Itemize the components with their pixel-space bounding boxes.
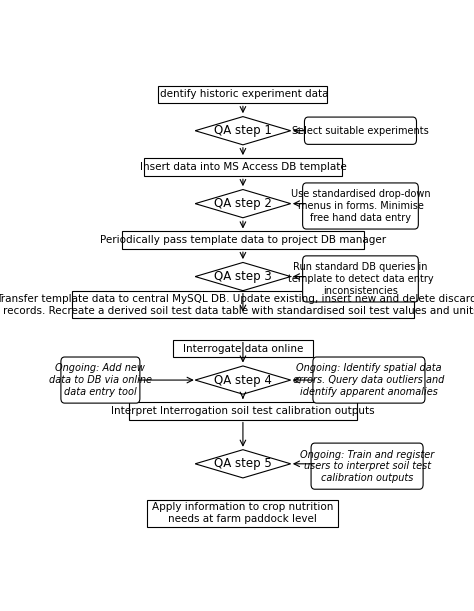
Polygon shape xyxy=(195,189,291,218)
Text: Select suitable experiments: Select suitable experiments xyxy=(292,126,429,136)
Polygon shape xyxy=(195,263,291,291)
FancyBboxPatch shape xyxy=(72,291,414,318)
FancyBboxPatch shape xyxy=(313,357,425,403)
Text: QA step 1: QA step 1 xyxy=(214,124,272,137)
Text: Ongoing: Train and register
users to interpret soil test
calibration outputs: Ongoing: Train and register users to int… xyxy=(300,450,434,483)
Text: QA step 4: QA step 4 xyxy=(214,373,272,387)
Text: Apply information to crop nutrition
needs at farm paddock level: Apply information to crop nutrition need… xyxy=(152,502,334,524)
Text: QA step 2: QA step 2 xyxy=(214,197,272,210)
Text: Ongoing: Add new
data to DB via online
data entry tool: Ongoing: Add new data to DB via online d… xyxy=(49,364,152,397)
Polygon shape xyxy=(195,366,291,394)
Text: Insert data into MS Access DB template: Insert data into MS Access DB template xyxy=(139,163,346,172)
Text: QA step 5: QA step 5 xyxy=(214,457,272,470)
Polygon shape xyxy=(195,450,291,478)
Text: Periodically pass template data to project DB manager: Periodically pass template data to proje… xyxy=(100,235,386,246)
Text: Ongoing: Identify spatial data
errors. Query data outliers and
identify apparent: Ongoing: Identify spatial data errors. Q… xyxy=(293,364,445,397)
FancyBboxPatch shape xyxy=(311,443,423,489)
Text: Identify historic experiment data: Identify historic experiment data xyxy=(157,89,328,100)
FancyBboxPatch shape xyxy=(304,117,417,144)
FancyBboxPatch shape xyxy=(122,232,364,249)
FancyBboxPatch shape xyxy=(147,500,338,527)
Polygon shape xyxy=(195,117,291,145)
Text: Interrogate data online: Interrogate data online xyxy=(183,343,303,354)
FancyBboxPatch shape xyxy=(173,340,313,357)
FancyBboxPatch shape xyxy=(129,401,357,420)
Text: QA step 3: QA step 3 xyxy=(214,270,272,283)
Text: Use standardised drop-down
menus in forms. Minimise
free hand data entry: Use standardised drop-down menus in form… xyxy=(291,189,430,222)
FancyBboxPatch shape xyxy=(302,183,419,229)
Text: Interpret Interrogation soil test calibration outputs: Interpret Interrogation soil test calibr… xyxy=(111,406,375,415)
FancyBboxPatch shape xyxy=(158,86,328,103)
Text: Run standard DB queries in
template to detect data entry
inconsistencies: Run standard DB queries in template to d… xyxy=(288,262,433,296)
FancyBboxPatch shape xyxy=(144,158,342,177)
FancyBboxPatch shape xyxy=(61,357,140,403)
FancyBboxPatch shape xyxy=(302,256,419,302)
Text: Transfer template data to central MySQL DB. Update existing, insert new and dele: Transfer template data to central MySQL … xyxy=(0,294,474,316)
